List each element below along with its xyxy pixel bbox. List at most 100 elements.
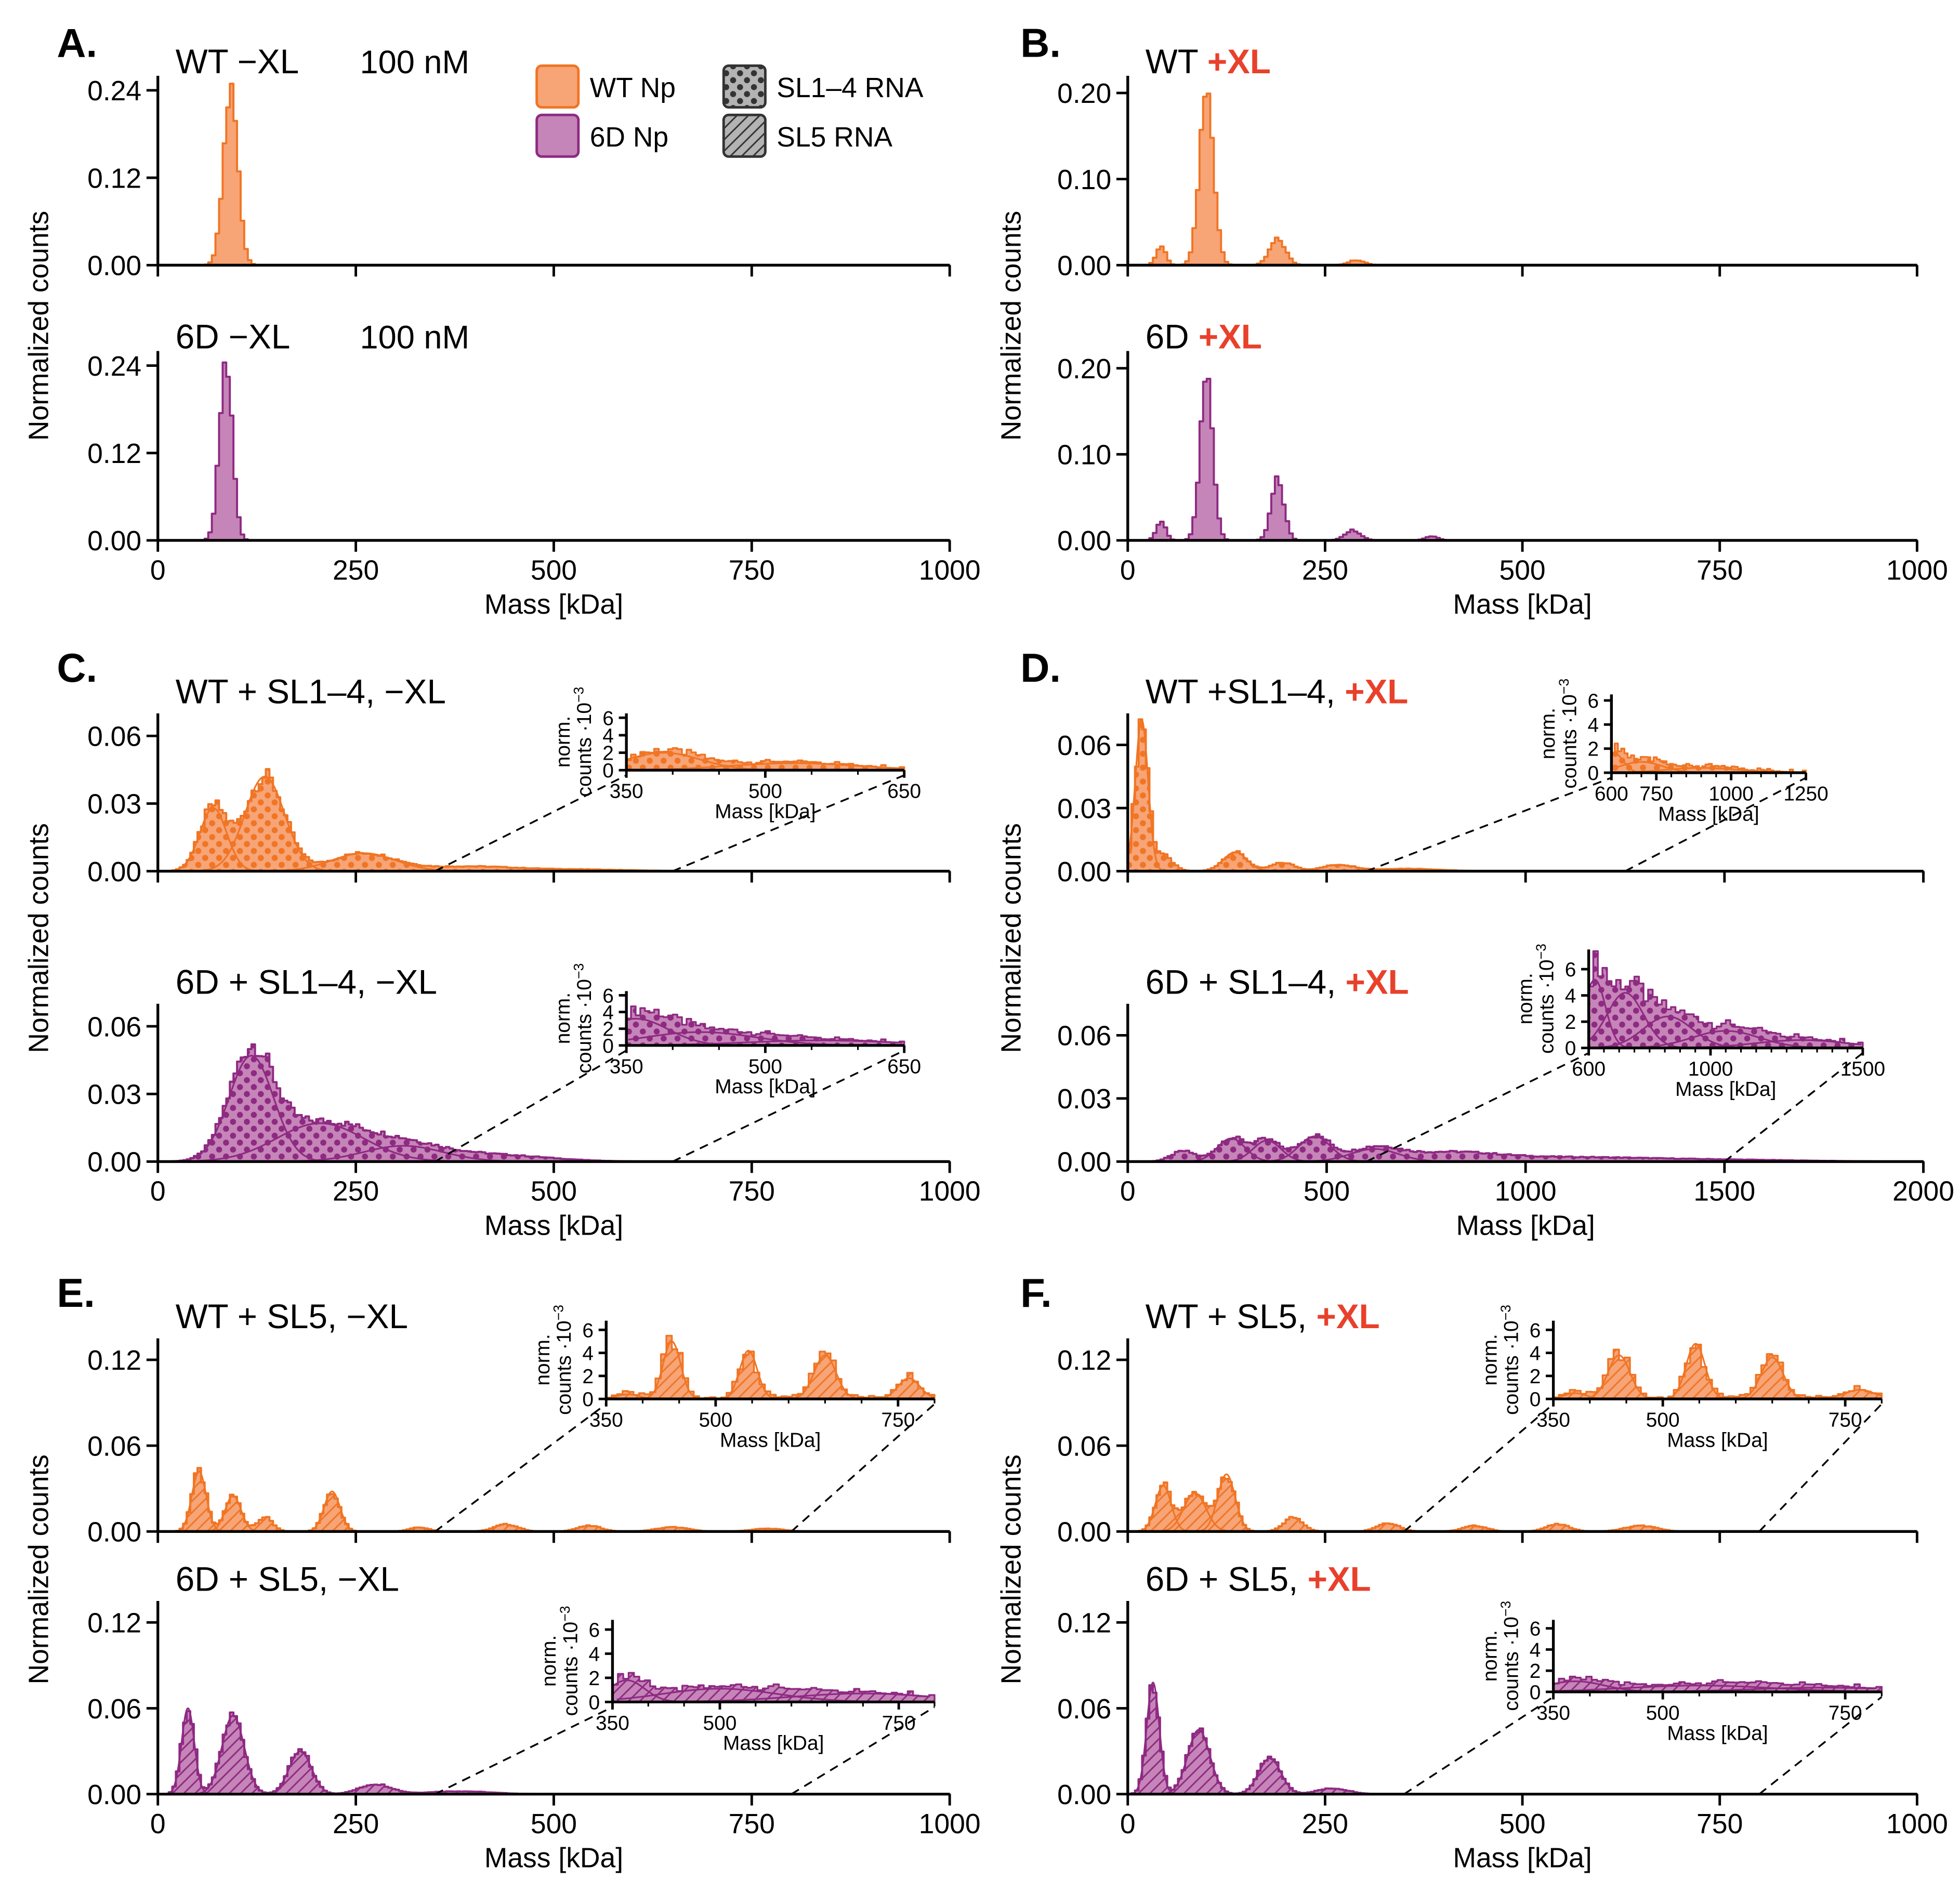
legend: WT Np 6D Np SL1–4 RNA SL5 RNA [535, 64, 924, 158]
subplot-f2: 0 250 500 750 1000 0.00 0.06 0.12 Mass [kDa] 6D +… [1057, 1560, 1948, 1874]
y-tick-label: 0.03 [87, 789, 141, 820]
subplot-title-main: 6D + SL1–4, −XL [176, 963, 437, 1001]
zoom-connector-right [1758, 1696, 1883, 1795]
subplots: 0.00 0.12 0.24 WT −XL 100 nM A. 0 250 500 750 1000… [57, 21, 1954, 1873]
y-tick-label: 0.10 [1057, 165, 1111, 195]
inset-y-tick-label: 2 [1565, 1011, 1576, 1034]
x-axis-label: Mass [kDa] [1456, 1210, 1595, 1241]
gaussian-fit-1 [167, 1122, 468, 1162]
inset-x-tick-label: 1000 [1688, 1058, 1733, 1080]
inset-y-axis-label: norm.counts ·10−3 [1514, 944, 1558, 1054]
y-axis-labels: Normalized counts Normalized counts Norm… [23, 211, 1027, 1685]
zoom-connector-left [435, 1050, 627, 1162]
inset-y-label-line2: counts ·10 [553, 1320, 575, 1414]
histogram-d2 [1126, 1133, 1925, 1163]
gaussian-fit-0 [1135, 1485, 1190, 1532]
inset-x-tick-label: 600 [1572, 1058, 1606, 1080]
inset-y-tick-label: 2 [1530, 1366, 1541, 1388]
panel-label: B. [1020, 21, 1061, 65]
inset-y-tick-label: 4 [1587, 714, 1599, 736]
zoom-connector-left [1366, 1052, 1589, 1162]
subplot-title: 6D −XL [176, 318, 291, 356]
x-tick-label: 750 [1696, 555, 1743, 586]
histogram-e1 [156, 1467, 951, 1533]
legend-swatch-sl5-rna [722, 113, 767, 158]
gaussian-fit-1 [1588, 992, 1688, 1049]
gaussian-fit-0 [1130, 1681, 1175, 1795]
y-axis-label-row3-left: Normalized counts [23, 1454, 54, 1685]
inset-y-axis-label: norm.counts ·10−3 [552, 687, 596, 797]
x-tick-label: 1000 [1886, 1809, 1948, 1839]
inset-y-tick-label: 2 [1530, 1660, 1541, 1683]
inset-y-tick-label: 4 [589, 1643, 600, 1665]
x-tick-label: 500 [1499, 1809, 1545, 1839]
inset-y-axis-label: norm.counts ·10−3 [1479, 1305, 1522, 1415]
x-tick-label: 0 [150, 1176, 166, 1207]
subplot-f1: 0.00 0.06 0.12 WT + SL5, +XL F. 350 500 750 0246… [1020, 1271, 1918, 1548]
concentration-annotation: 100 nM [360, 44, 469, 81]
inset-y-label-exponent: −3 [551, 1305, 567, 1320]
zoom-connector-right [1624, 777, 1807, 872]
y-tick-label: 0.12 [87, 439, 141, 469]
inset-x-tick-label: 500 [1646, 1702, 1680, 1724]
y-tick-label: 0.06 [1057, 1021, 1111, 1052]
inset-y-tick-label: 4 [602, 725, 614, 747]
x-tick-label: 250 [1302, 1809, 1348, 1839]
gaussian-fit-1 [1662, 1343, 1728, 1400]
inset-y-label-line2: counts ·10 [1501, 1320, 1523, 1414]
xl-label: +XL [1199, 318, 1262, 356]
zoom-connector-left [1403, 1696, 1554, 1795]
subplot-title-main: WT −XL [176, 43, 299, 81]
inset-y-tick-label: 4 [1565, 985, 1576, 1008]
inset-y-tick-label: 6 [1530, 1618, 1541, 1640]
y-axis-label-row2-right: Normalized counts [996, 823, 1027, 1053]
y-tick-label: 0.12 [87, 1345, 141, 1376]
x-tick-label: 250 [333, 1176, 379, 1207]
y-tick-label: 0.00 [1057, 1147, 1111, 1178]
panel-label: D. [1020, 646, 1061, 691]
inset-y-label-exponent: −3 [1498, 1305, 1514, 1320]
inset-y-tick-label: 2 [589, 1667, 600, 1690]
inset-x-tick-label: 500 [699, 1409, 732, 1432]
inset-y-axis-label: norm.counts ·10−3 [552, 963, 596, 1074]
inset-y-label-line2: counts ·10 [1501, 1617, 1523, 1711]
gaussian-fit-1 [717, 1349, 779, 1400]
subplot-title-main: 6D + SL5, −XL [176, 1560, 399, 1598]
y-tick-label: 0.00 [1057, 526, 1111, 557]
y-tick-label: 0.06 [87, 1012, 141, 1042]
inset-x-axis-label: Mass [kDa] [715, 801, 815, 823]
x-tick-label: 1000 [1495, 1176, 1557, 1207]
inset-x-tick-label: 350 [610, 1055, 643, 1078]
x-tick-label: 0 [1120, 1176, 1136, 1207]
inset-y-label-line1: norm. [532, 1334, 554, 1385]
inset-y-label-line1: norm. [1514, 973, 1536, 1024]
panel-label: F. [1020, 1271, 1051, 1316]
y-tick-label: 0.03 [87, 1080, 141, 1110]
inset-y-label-line2: counts ·10 [559, 1622, 582, 1716]
inset-y-axis-label: norm.counts ·10−3 [538, 1606, 582, 1716]
gaussian-fit-0 [1588, 978, 1632, 1049]
subplot-title-main: 6D + SL5, [1146, 1560, 1308, 1598]
histogram-a2 [156, 361, 951, 541]
inset-y-label-line2: counts ·10 [1558, 694, 1581, 788]
zoom-connector-right [791, 1403, 936, 1532]
histogram-b1 [1126, 92, 1918, 267]
inset-y-tick-label: 2 [582, 1366, 594, 1388]
inset-y-tick-label: 0 [1530, 1682, 1541, 1704]
legend-swatch-sl1-4-rna [722, 64, 767, 109]
subplot-d2: 0 500 1000 1500 2000 0.00 0.03 0.06 Mass [kDa] 6D… [1057, 944, 1954, 1241]
y-tick-label: 0.12 [1057, 1345, 1111, 1376]
legend-swatch-6d-np [535, 113, 580, 158]
gaussian-fit-1 [1553, 1685, 1875, 1692]
gaussian-fit-0 [1581, 1354, 1656, 1400]
inset-y-label-exponent: −3 [571, 963, 587, 979]
zoom-connector-left [1403, 1403, 1554, 1532]
inset-y-tick-label: 0 [589, 1691, 600, 1714]
y-tick-label: 0.12 [87, 163, 141, 194]
inset-y-tick-label: 2 [602, 1018, 614, 1041]
inset-x-tick-label: 1000 [1708, 783, 1753, 805]
